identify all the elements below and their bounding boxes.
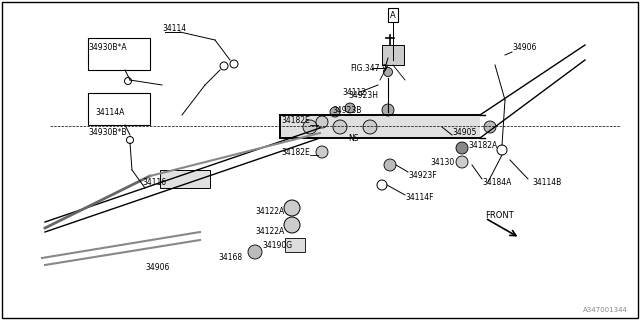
Circle shape — [284, 217, 300, 233]
Text: 34930B*A: 34930B*A — [88, 44, 127, 52]
Text: A347001344: A347001344 — [583, 307, 628, 313]
Bar — [388, 8, 398, 22]
Circle shape — [384, 159, 396, 171]
Text: 34182A: 34182A — [468, 140, 497, 149]
Text: 34114A: 34114A — [95, 108, 124, 116]
Text: 34122A: 34122A — [256, 228, 285, 236]
Text: FRONT: FRONT — [485, 211, 514, 220]
Bar — [382, 45, 404, 65]
Circle shape — [303, 120, 317, 134]
Circle shape — [333, 120, 347, 134]
Circle shape — [248, 245, 262, 259]
Text: 34184A: 34184A — [482, 178, 511, 187]
Text: 34923H: 34923H — [348, 91, 378, 100]
Text: 34114B: 34114B — [532, 178, 561, 187]
Circle shape — [456, 156, 468, 168]
Text: 34114: 34114 — [162, 23, 186, 33]
Circle shape — [284, 200, 300, 216]
Text: 34905: 34905 — [452, 127, 476, 137]
Text: 34930B*B: 34930B*B — [88, 127, 127, 137]
Circle shape — [345, 103, 355, 113]
Bar — [285, 238, 305, 252]
Text: 34130: 34130 — [431, 157, 455, 166]
Text: NS: NS — [348, 133, 358, 142]
Circle shape — [363, 120, 377, 134]
Circle shape — [383, 68, 392, 76]
Bar — [280, 115, 480, 138]
Text: 34906: 34906 — [512, 44, 536, 52]
Circle shape — [316, 116, 328, 128]
Text: FIG.347-9: FIG.347-9 — [350, 63, 387, 73]
Bar — [88, 38, 150, 70]
Text: 34906: 34906 — [145, 263, 170, 273]
Circle shape — [316, 146, 328, 158]
Text: 34923B: 34923B — [332, 106, 362, 115]
Bar — [160, 170, 210, 188]
Text: A: A — [390, 11, 396, 20]
Text: 34190G: 34190G — [262, 241, 292, 250]
Circle shape — [330, 107, 340, 117]
Circle shape — [456, 142, 468, 154]
Text: 34116: 34116 — [142, 178, 166, 187]
Text: 34114F: 34114F — [405, 194, 433, 203]
Text: 34182E: 34182E — [281, 116, 310, 124]
Circle shape — [382, 104, 394, 116]
Text: 34182E: 34182E — [281, 148, 310, 156]
Text: 34168: 34168 — [218, 253, 242, 262]
Text: 34112: 34112 — [342, 87, 366, 97]
Circle shape — [484, 121, 496, 133]
Bar — [88, 93, 150, 125]
Text: 34923F: 34923F — [408, 171, 436, 180]
Text: 34122A: 34122A — [256, 207, 285, 217]
